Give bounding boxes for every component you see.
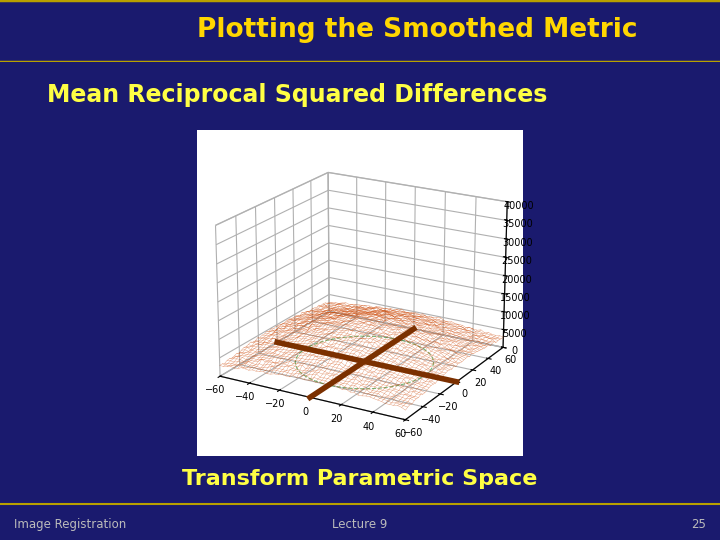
Text: Plotting the Smoothed Metric: Plotting the Smoothed Metric xyxy=(197,17,638,43)
Text: 25: 25 xyxy=(690,518,706,531)
Text: Lecture 9: Lecture 9 xyxy=(333,518,387,531)
Text: Image Registration: Image Registration xyxy=(14,518,127,531)
Text: Mean Reciprocal Squared Differences: Mean Reciprocal Squared Differences xyxy=(47,83,547,107)
Text: Transform Parametric Space: Transform Parametric Space xyxy=(182,469,538,489)
